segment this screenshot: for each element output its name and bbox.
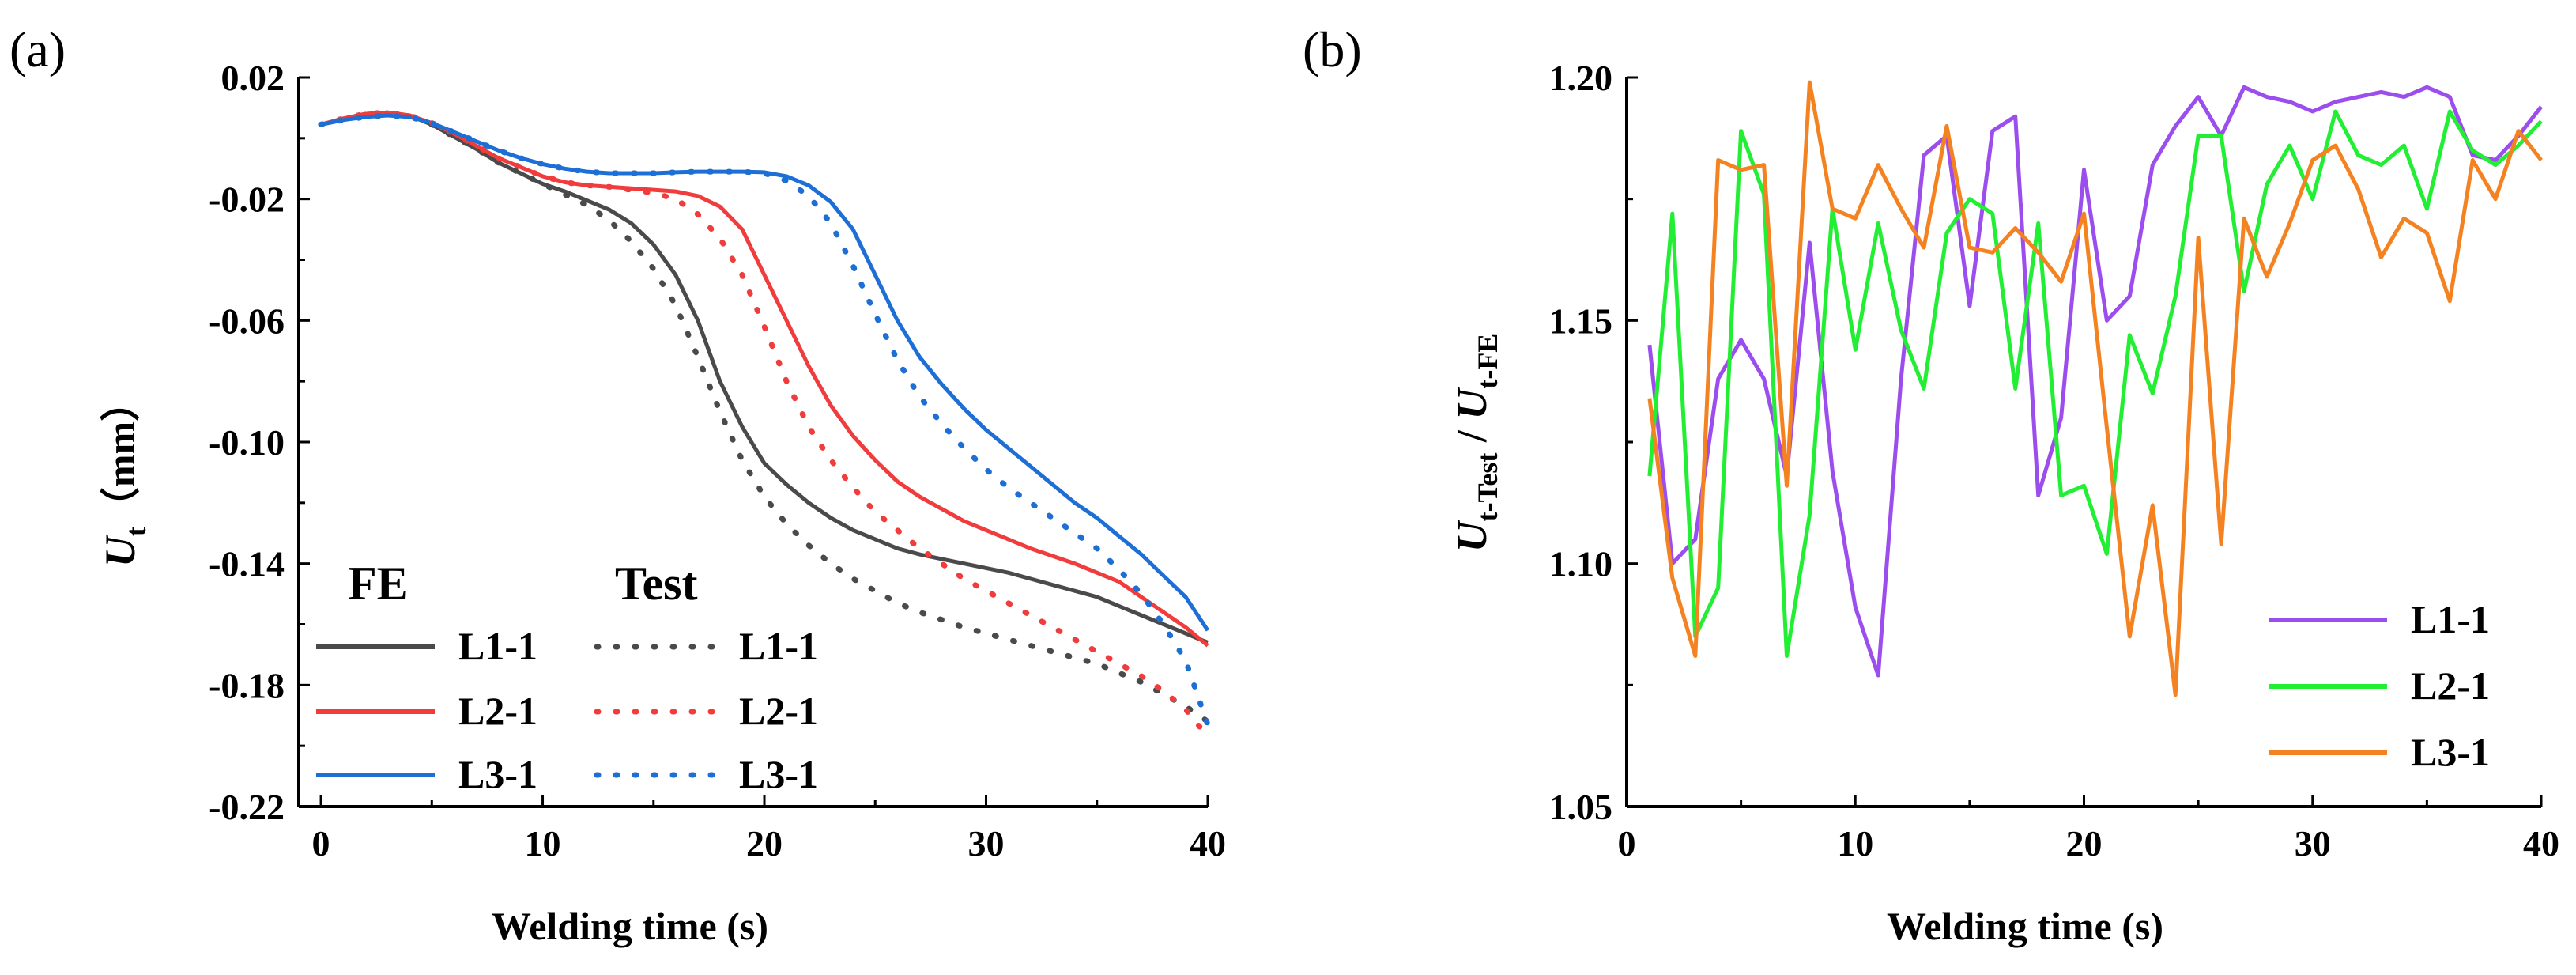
panel-b-y-axis-label: Ut-Test / Ut-FE: [1448, 334, 1503, 553]
panel-a-y-tick-label: 0.02: [221, 58, 285, 98]
panel-b-y-tick-label: 1.20: [1549, 58, 1613, 98]
panel-a-label: (a): [9, 21, 66, 77]
panel-b-series-l1-1: [1647, 85, 2543, 678]
panel-b: (b) Ut-Test / Ut-FE Welding time (s) 0 10…: [1303, 21, 2559, 948]
panel-a-series-test-l2-1: [318, 109, 1211, 740]
panel-b-label: (b): [1303, 21, 1362, 77]
panel-b-x-tick-label: 20: [2066, 823, 2103, 864]
legend-fe-l2-label: L2-1: [458, 689, 537, 733]
panel-b-series-l3-1: [1647, 80, 2543, 697]
panel-a-y-tick-label: -0.02: [209, 180, 285, 220]
panel-b-y-tick-label: 1.15: [1549, 300, 1613, 341]
panel-a-y-tick-label: -0.14: [209, 544, 285, 584]
panel-b-x-tick-label: 10: [1837, 823, 1873, 864]
panel-a-y-tick-label: -0.10: [209, 422, 285, 463]
panel-b-x-tick-label: 30: [2295, 823, 2331, 864]
legend-fe-title: FE: [348, 557, 409, 610]
legend-b-l3-label: L3-1: [2411, 730, 2490, 774]
panel-a: (a) Ut（mm） Welding time (s) 0 10 20 30 40 0.0…: [9, 21, 1226, 948]
panel-a-x-tick-label: 40: [1190, 823, 1226, 864]
panel-b-x-axis-label: Welding time (s): [1887, 904, 2163, 948]
panel-b-legend: L1-1 L2-1 L3-1: [2269, 597, 2490, 774]
panel-a-y-tick-label: -0.18: [209, 665, 285, 705]
panel-a-x-axis-label: Welding time (s): [492, 904, 768, 948]
panel-a-y-axis-label: Ut（mm）: [96, 382, 152, 567]
panel-b-x-tick-label: 0: [1618, 823, 1636, 864]
panel-a-y-tick-label: -0.06: [209, 300, 285, 341]
panel-b-series-l2-1: [1647, 109, 2543, 658]
legend-b-l1-label: L1-1: [2411, 597, 2490, 641]
panel-a-series-fe-l2-1: [320, 110, 1209, 648]
legend-fe-l1-label: L1-1: [458, 624, 537, 668]
legend-test-title: Test: [615, 557, 697, 610]
legend-test-l3-label: L3-1: [739, 752, 818, 796]
panel-b-y-tick-label: 1.05: [1549, 787, 1613, 827]
panel-a-x-tick-label: 0: [312, 823, 330, 864]
panel-a-x-tick-label: 10: [525, 823, 561, 864]
panel-a-y-tick-label: -0.22: [209, 787, 285, 827]
legend-test-l1-label: L1-1: [739, 624, 818, 668]
legend-fe-l3-label: L3-1: [458, 752, 537, 796]
panel-b-x-tick-label: 40: [2523, 823, 2559, 864]
panel-b-y-tick-label: 1.10: [1549, 544, 1613, 584]
legend-b-l2-label: L2-1: [2411, 663, 2490, 708]
panel-a-legend: FE Test L1-1 L1-1 L2-1 L2-1 L3-1 L3-1: [316, 557, 818, 796]
panel-a-x-tick-label: 30: [968, 823, 1005, 864]
panel-a-series-test-l3-1: [318, 112, 1211, 727]
legend-test-l2-label: L2-1: [739, 689, 818, 733]
panel-a-x-tick-label: 20: [746, 823, 783, 864]
panel-a-series-fe-l3-1: [320, 113, 1210, 632]
panel-a-series-fe-l1-1: [320, 110, 1209, 644]
